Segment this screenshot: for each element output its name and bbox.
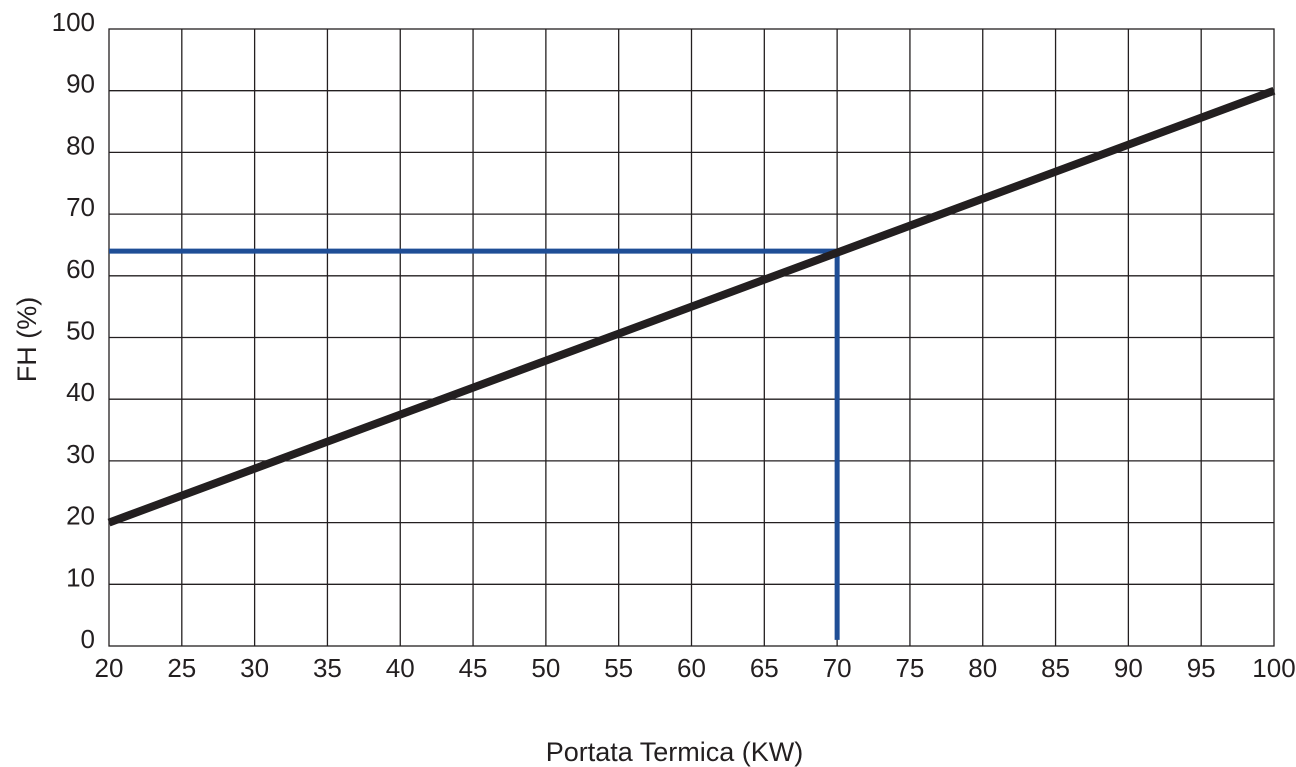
y-axis-title: FH (%) (12, 297, 42, 382)
x-tick-label: 80 (968, 653, 997, 683)
x-tick-label: 90 (1114, 653, 1143, 683)
x-tick-labels: 20 25 30 35 40 45 50 55 60 65 70 75 80 85 90 95 100 (95, 653, 1296, 683)
x-tick-label: 85 (1041, 653, 1070, 683)
y-tick-label: 90 (66, 69, 95, 99)
x-tick-label: 40 (386, 653, 415, 683)
y-tick-label: 10 (66, 562, 95, 592)
y-tick-label: 0 (81, 624, 95, 654)
grid (109, 29, 1274, 646)
x-tick-label: 75 (895, 653, 924, 683)
y-tick-labels: 0 10 20 30 40 50 60 70 80 90 100 (52, 7, 95, 654)
x-tick-label: 70 (823, 653, 852, 683)
plot-frame (108, 28, 1275, 647)
series-line (107, 86, 1276, 527)
x-tick-label: 25 (167, 653, 196, 683)
x-tick-label: 35 (313, 653, 342, 683)
x-tick-label: 45 (459, 653, 488, 683)
x-tick-label: 60 (677, 653, 706, 683)
x-tick-label: 55 (604, 653, 633, 683)
series-layer (107, 86, 1276, 527)
x-tick-label: 100 (1252, 653, 1295, 683)
y-tick-label: 70 (66, 192, 95, 222)
x-tick-label: 50 (531, 653, 560, 683)
y-tick-label: 20 (66, 501, 95, 531)
x-tick-label: 20 (95, 653, 124, 683)
y-tick-label: 40 (66, 377, 95, 407)
y-tick-label: 60 (66, 254, 95, 284)
y-tick-label: 30 (66, 439, 95, 469)
x-tick-label: 95 (1187, 653, 1216, 683)
y-tick-label: 80 (66, 130, 95, 160)
x-axis-title: Portata Termica (KW) (546, 737, 804, 767)
y-tick-label: 50 (66, 316, 95, 346)
y-tick-label: 100 (52, 7, 95, 37)
x-tick-label: 65 (750, 653, 779, 683)
x-tick-label: 30 (240, 653, 269, 683)
